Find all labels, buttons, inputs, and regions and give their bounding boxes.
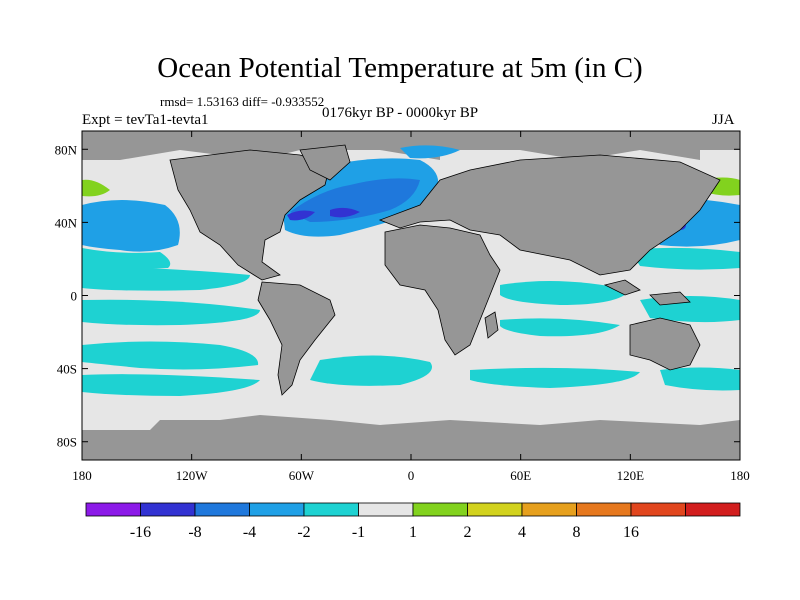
australia-land	[629, 317, 701, 371]
southern-indian-band	[470, 367, 640, 388]
lon-tick-label: 120W	[176, 468, 209, 483]
lon-tick-label: 180	[730, 468, 750, 483]
experiment-label: Expt = tevTa1-tevta1	[82, 112, 209, 128]
eurasia-land	[378, 154, 721, 276]
tropical-indian-band	[500, 281, 630, 305]
colorbar-box	[412, 502, 468, 517]
colorbar-box	[630, 502, 686, 517]
lat-tick-label: 80S	[57, 435, 77, 450]
lat-tick-label: 80N	[55, 142, 78, 157]
antarctica-land	[82, 415, 740, 460]
colorbar-box	[685, 502, 741, 517]
season-label: JJA	[712, 112, 735, 128]
colorbar-box	[358, 502, 414, 517]
new-guinea-land	[649, 291, 691, 306]
colorbar-label: 8	[573, 524, 581, 541]
colorbar-box	[303, 502, 359, 517]
lon-tick-label: 120E	[617, 468, 645, 483]
lon-tick-label: 60W	[289, 468, 315, 483]
colorbar-label: 16	[623, 524, 639, 541]
tasman-band	[660, 367, 740, 391]
stats-text: rmsd= 1.53163 diff= -0.933552	[160, 94, 325, 109]
colorbar-label: -1	[352, 524, 365, 541]
greenland-land	[299, 144, 351, 181]
colorbar-box	[194, 502, 250, 517]
lon-tick-label: 180	[72, 468, 92, 483]
borneo-land	[603, 279, 641, 296]
colorbar: -16 -8 -4 -2 -1 1 2 4 8 16	[85, 502, 741, 541]
north-pacific-cool-anomaly	[82, 200, 180, 252]
lat-tick-label: 40S	[57, 362, 77, 377]
period-label: 0176kyr BP - 0000kyr BP	[322, 105, 479, 121]
colorbar-box	[249, 502, 305, 517]
lon-tick-label: 60E	[510, 468, 531, 483]
lat-tick-label: 40N	[55, 215, 78, 230]
south-pacific-band	[82, 341, 259, 370]
north-atlantic-stronger-anomaly	[290, 178, 420, 222]
colorbar-box	[467, 502, 523, 517]
tropical-pacific-south-band	[82, 299, 260, 326]
nordic-sea-anomaly	[400, 145, 460, 159]
continents	[169, 144, 721, 396]
lat-tick-label: 0	[71, 289, 78, 304]
colorbar-label: -8	[188, 524, 201, 541]
longitude-axis: 180 120W 60W 0 60E 120E 180	[72, 131, 750, 483]
bering-warm-anomaly	[82, 179, 110, 197]
madagascar-land	[484, 311, 499, 339]
colorbar-label: 4	[518, 524, 526, 541]
colorbar-box	[576, 502, 632, 517]
plot-title: Ocean Potential Temperature at 5m (in C)	[157, 52, 643, 84]
colorbar-box	[85, 502, 141, 517]
west-pacific-north-band	[630, 247, 740, 270]
southern-pacific-band	[82, 374, 260, 396]
colorbar-box	[521, 502, 577, 517]
south-atlantic-band	[310, 355, 432, 386]
colorbar-label: -2	[297, 524, 310, 541]
colorbar-box	[140, 502, 196, 517]
map-field	[82, 131, 740, 460]
subtropical-pacific-anomaly	[82, 248, 171, 269]
latitude-axis: 80N 40N 0 40S 80S	[55, 142, 740, 450]
tropical-pacific-north-band	[82, 265, 250, 291]
gulf-stream-strong-anomaly	[287, 210, 315, 221]
south-indian-band	[500, 318, 620, 337]
africa-land	[384, 224, 501, 356]
colorbar-label: 2	[464, 524, 472, 541]
lon-tick-label: 0	[408, 468, 415, 483]
south-america-land	[257, 281, 336, 396]
colorbar-label: -4	[243, 524, 256, 541]
colorbar-label: 1	[409, 524, 417, 541]
mid-atlantic-strong-anomaly	[330, 207, 360, 218]
colorbar-label: -16	[130, 524, 151, 541]
